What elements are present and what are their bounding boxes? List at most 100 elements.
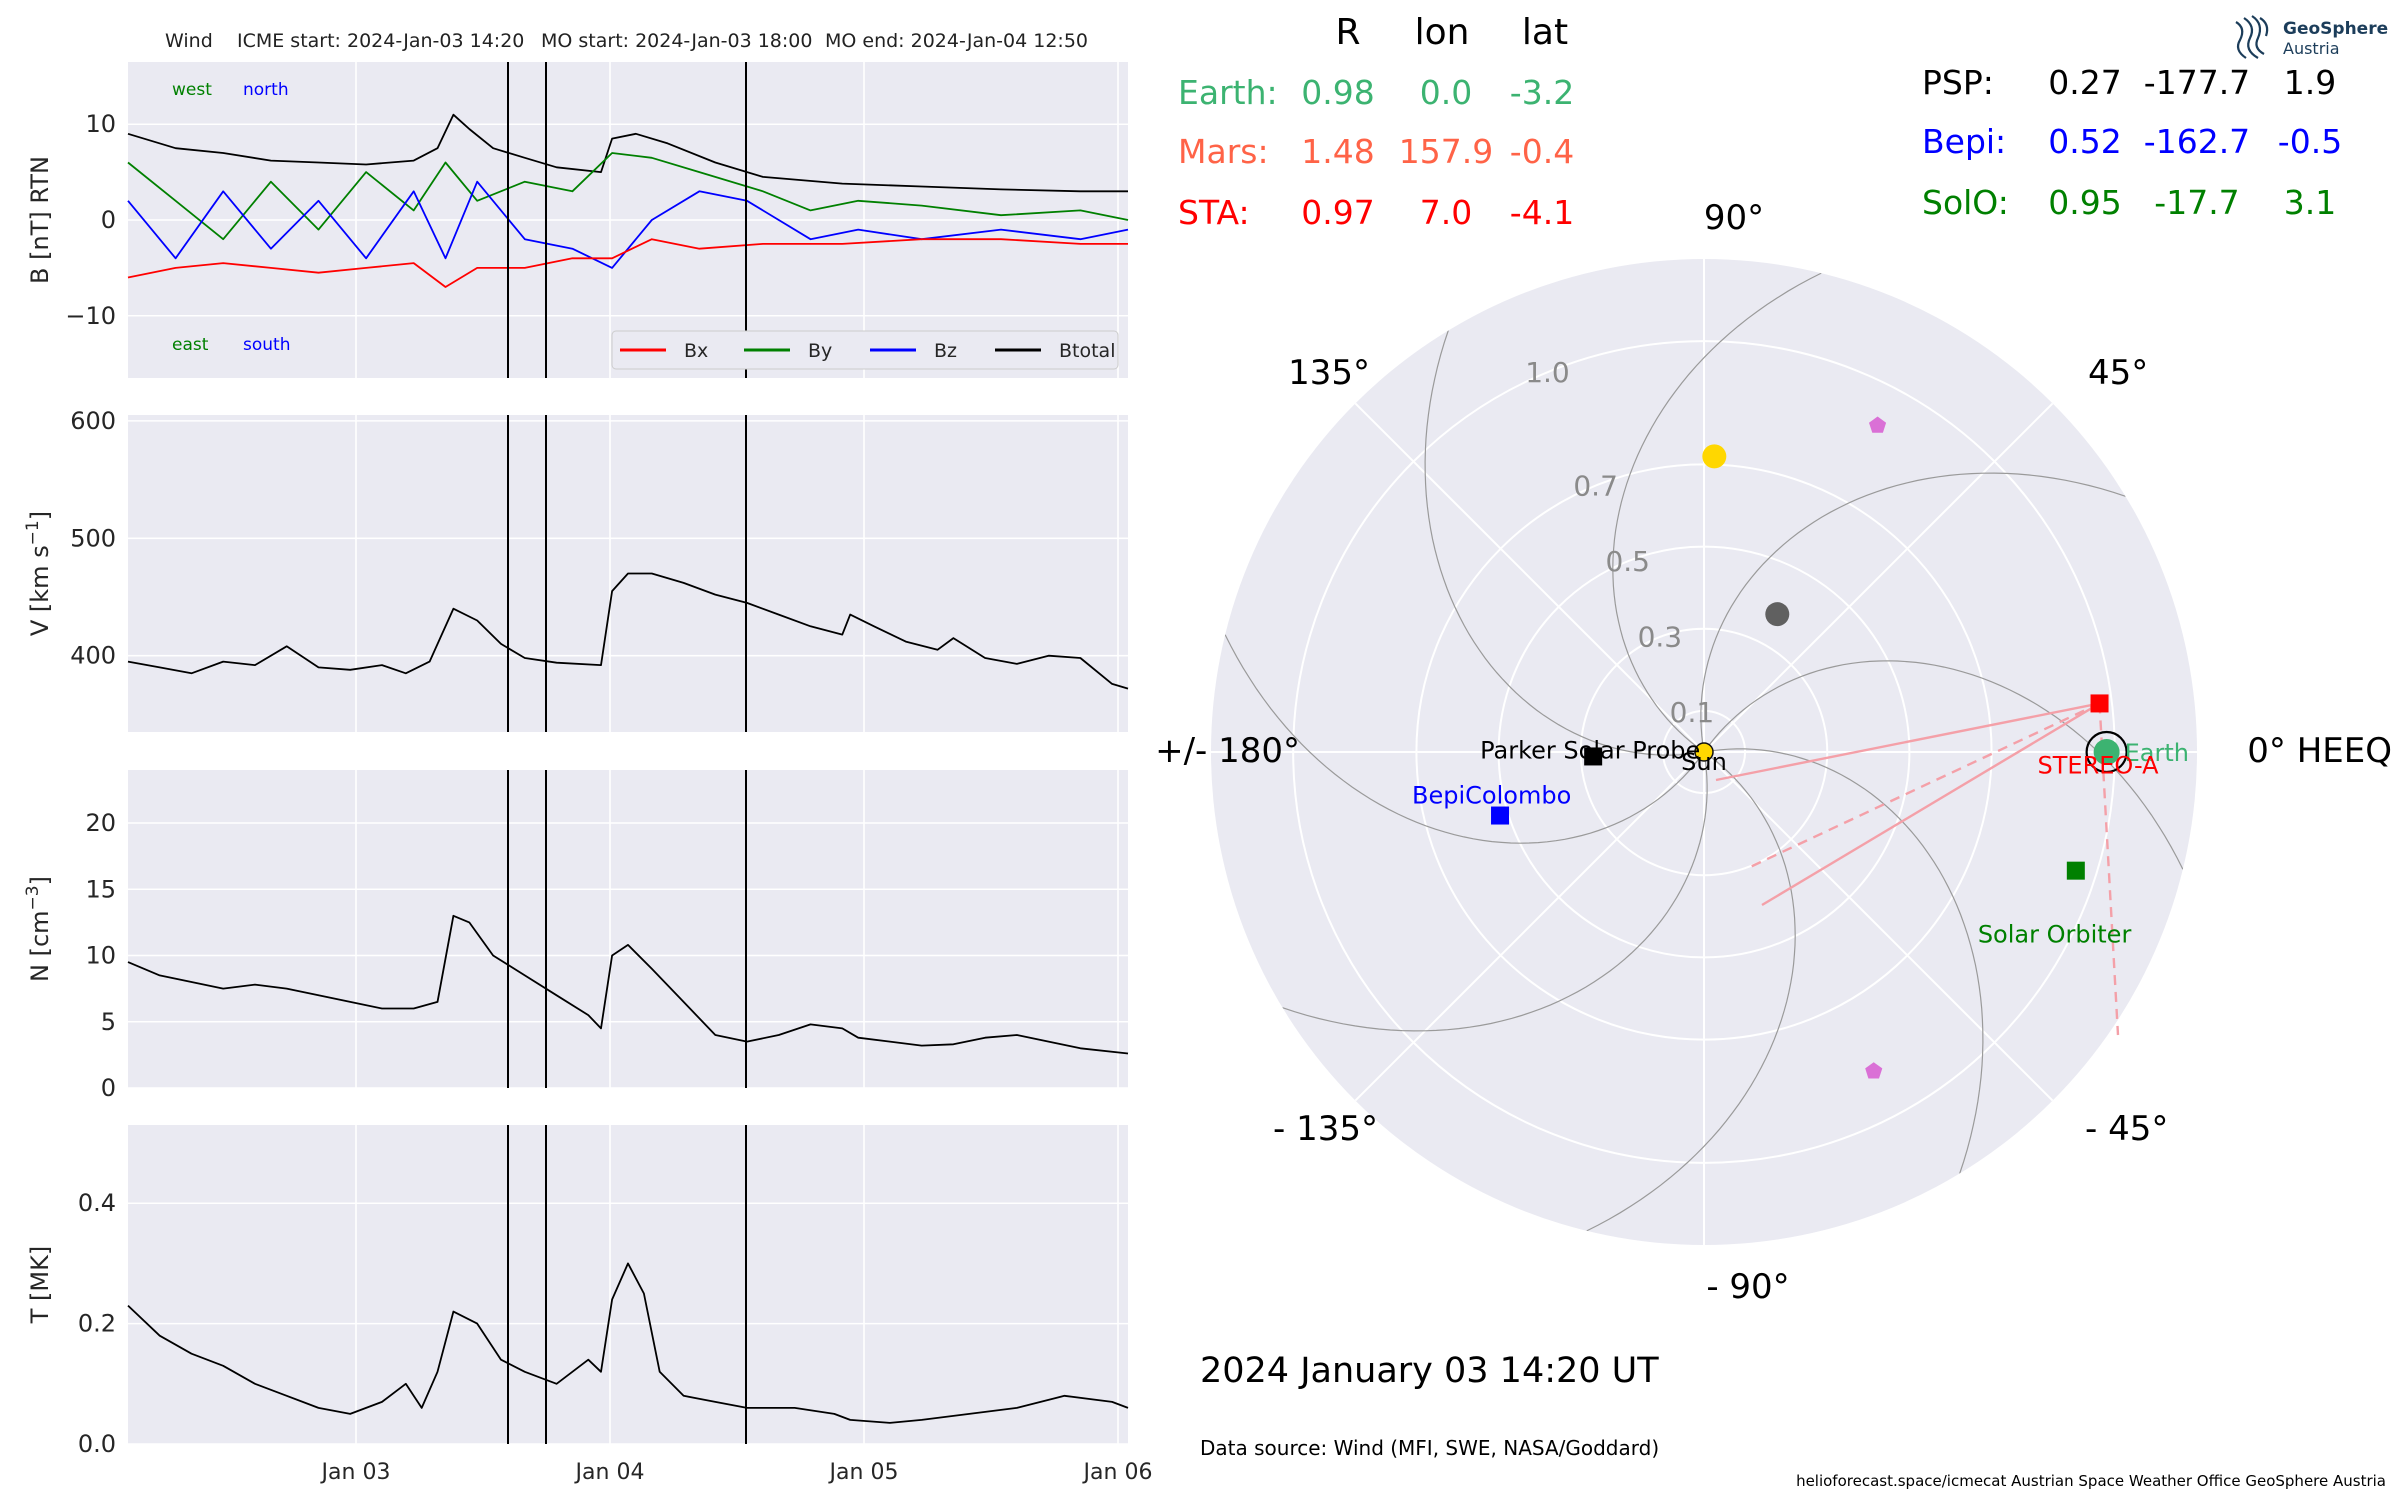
panel-temperature: 0.0 0.2 0.4 T [MK] Jan 03 Jan 04 Jan 05 Jan 06 (26, 1125, 1152, 1485)
angle-label: - 135° (1273, 1109, 1378, 1149)
object-sun: Sun (1681, 742, 1727, 776)
angle-label: 45° (2088, 353, 2148, 393)
trajectory-line (1715, 702, 2100, 782)
header-spacecraft: Wind (165, 30, 213, 52)
object-earth: Earth (2085, 730, 2189, 774)
legend-label-bz: Bz (934, 340, 957, 362)
series-line-t (127, 1262, 1129, 1424)
object-label: STEREO-A (2038, 751, 2160, 779)
y-axis-label: N [cm−3] (23, 876, 54, 982)
table-right-R: 0.27 (2048, 63, 2121, 102)
table-right-R: 0.95 (2048, 183, 2121, 222)
parker-spiral-line (1612, 272, 1822, 753)
annotation-west: west (172, 80, 212, 100)
object-label: BepiColombo (1412, 782, 1571, 810)
series-line-bz (127, 180, 1129, 269)
y-axis-label-end: ] (26, 876, 54, 885)
geosphere-logo: GeoSphere Austria (2235, 15, 2388, 59)
y-tick-label: 20 (85, 809, 116, 837)
series-line-v (127, 572, 1129, 690)
table-right-lat: -0.5 (2278, 122, 2342, 161)
table-right-name: Bepi: (1922, 122, 2006, 161)
radial-tick-label: 0.3 (1638, 621, 1683, 654)
table-left-name: Earth: (1178, 73, 1278, 112)
radial-tick-label: 1.0 (1525, 356, 1570, 389)
object-stereo-a: STEREO-A (2038, 694, 2160, 779)
annotation-south: south (243, 335, 290, 355)
spacecraft-marker (2066, 861, 2085, 880)
object-grey-planet (1765, 602, 1790, 627)
y-axis-label-sup: −3 (23, 885, 43, 910)
data-source: Data source: Wind (MFI, SWE, NASA/Goddar… (1200, 1436, 1659, 1460)
table-header-R: R (1335, 12, 1360, 53)
radial-tick-label: 0.7 (1573, 469, 1618, 502)
table-right-lat: 1.9 (2284, 63, 2336, 102)
panel-background (128, 1125, 1128, 1444)
object-bepicolombo: BepiColombo (1412, 782, 1571, 825)
y-axis-label-sup: −1 (23, 520, 43, 545)
x-tick-label: Jan 06 (1082, 1460, 1153, 1485)
legend: Bx By Bz Btotal (611, 330, 1119, 370)
object-label: Sun (1681, 748, 1727, 776)
y-tick-label: 0 (101, 206, 116, 234)
y-tick-label: 0 (101, 1074, 116, 1102)
polar-plot: 0.1 0.3 0.5 0.7 1.0 0° HEEQ 45° 90° 135° +/- 180°… (1155, 198, 2392, 1307)
y-axis-label: B [nT] RTN (26, 156, 54, 284)
date-label: 2024 January 03 14:20 UT (1200, 1351, 1659, 1391)
table-left-lon: 7.0 (1420, 193, 1472, 232)
object-label: Solar Orbiter (1978, 921, 2132, 949)
legend-label-by: By (808, 340, 832, 362)
table-left-R: 0.98 (1301, 73, 1374, 112)
y-tick-label: 10 (85, 942, 116, 970)
y-tick-label: −10 (65, 302, 116, 330)
y-tick-label: 500 (70, 524, 116, 552)
angle-label: 90° (1704, 198, 1764, 238)
angle-label: 135° (1288, 353, 1370, 393)
legend-label-bx: Bx (684, 340, 708, 362)
annotation-north: north (243, 80, 289, 100)
y-axis-label-main: V [km s (26, 545, 54, 636)
spacecraft-marker (1584, 747, 1603, 766)
object-parker-solar-probe: Parker Solar Probe (1480, 736, 1700, 766)
parker-spiral-line (1586, 751, 1796, 1232)
table-right-lon: -162.7 (2144, 122, 2250, 161)
angle-label: 0° HEEQ (2247, 731, 2392, 771)
y-tick-label: 0.0 (78, 1430, 116, 1458)
y-tick-label: 15 (85, 875, 116, 903)
y-tick-label: 0.2 (78, 1310, 116, 1338)
parker-spirals (1224, 272, 2184, 1232)
table-right-name: SolO: (1922, 183, 2009, 222)
header-mo-start: MO start: 2024-Jan-03 18:00 (541, 30, 812, 52)
header-icme-start: ICME start: 2024-Jan-03 14:20 (237, 30, 524, 52)
parker-spiral-line (1700, 472, 2126, 753)
table-right-lon: -177.7 (2144, 63, 2250, 102)
table-left-lat: -0.4 (1510, 132, 1574, 171)
series-line-btotal (127, 113, 1128, 193)
y-axis-label-end: ] (26, 511, 54, 520)
radial-tick-label: 0.1 (1670, 696, 1715, 729)
y-axis-label-main: B [nT] RTN (26, 156, 54, 284)
table-left-name: Mars: (1178, 132, 1269, 171)
panel-density: 0 5 10 15 20 N [cm−3] (23, 770, 1129, 1102)
annotation-east: east (172, 335, 209, 355)
y-tick-label: 600 (70, 407, 116, 435)
table-right-lon: -17.7 (2154, 183, 2239, 222)
object-label: Parker Solar Probe (1480, 736, 1700, 764)
y-tick-label: 400 (70, 642, 116, 670)
series-line-by (127, 152, 1129, 241)
y-axis-label: V [km s−1] (23, 511, 54, 636)
logo-swirl-icon (2235, 15, 2269, 59)
table-left-lon: 0.0 (1420, 73, 1472, 112)
series-line-n (127, 914, 1129, 1055)
earth-marker (2093, 739, 2120, 765)
trajectory-lines (1715, 702, 2120, 1036)
spacecraft-marker (1491, 806, 1510, 825)
angle-label: +/- 180° (1155, 731, 1300, 771)
header-mo-end: MO end: 2024-Jan-04 12:50 (825, 30, 1088, 52)
panel-background (128, 770, 1128, 1088)
y-axis-label: T [MK] (26, 1246, 54, 1324)
y-axis-label-main: T [MK] (26, 1246, 54, 1324)
